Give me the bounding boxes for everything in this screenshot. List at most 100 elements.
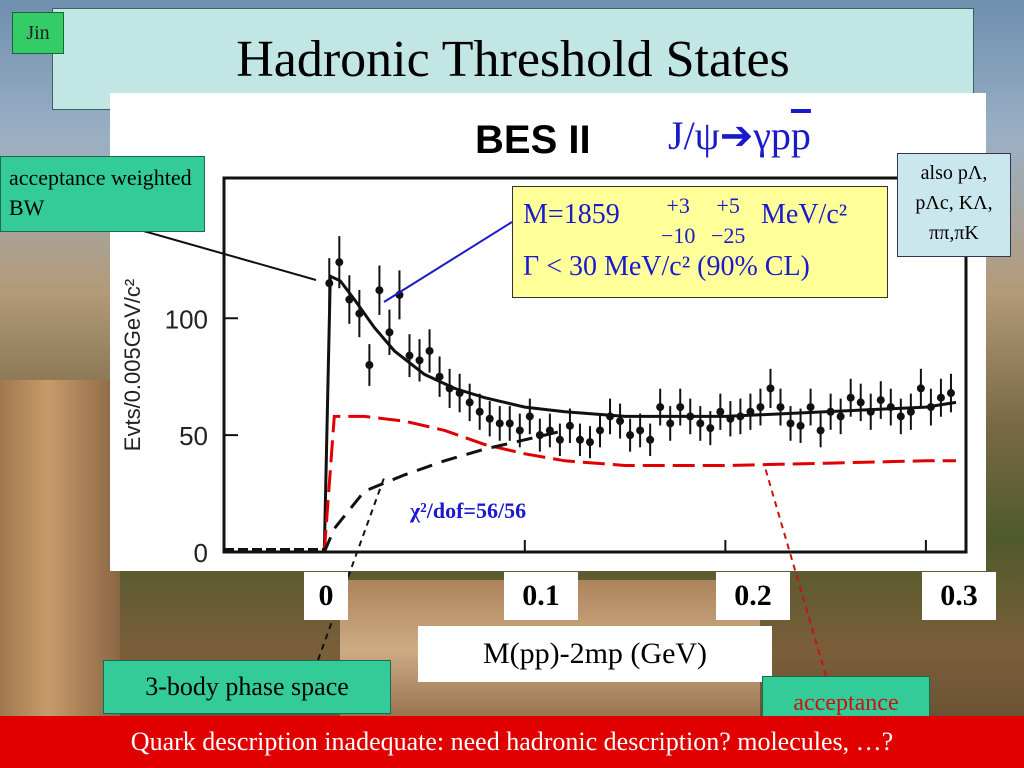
chart-axes: 0 50 100 Evts/0.005GeV/c² [120, 176, 968, 568]
mass-err-sys: +5 −25 [711, 191, 745, 251]
data-point [836, 412, 845, 421]
data-point [826, 407, 835, 416]
author-tag: Jin [12, 12, 64, 54]
data-point [385, 328, 394, 337]
data-point [846, 393, 855, 402]
data-point [515, 426, 524, 435]
data-point [525, 412, 534, 421]
data-point [806, 403, 815, 412]
data-point [505, 419, 514, 428]
plot-frame [222, 176, 968, 554]
data-point [405, 351, 414, 360]
x-tick-0.2: 0.2 [716, 572, 790, 620]
note-acceptance-weighted-bw: acceptance weighted BW [0, 156, 205, 232]
x-axis-label: M(pp)-2mp (GeV) [418, 626, 772, 682]
data-point [766, 384, 775, 393]
data-point [866, 407, 875, 416]
note-other-channels: also pΛ, pΛc, KΛ, ππ,πK [897, 153, 1011, 257]
data-point [636, 426, 645, 435]
x-tick-0.3: 0.3 [922, 572, 996, 620]
footer-banner: Quark description inadequate: need hadro… [0, 716, 1024, 768]
fit-result-box: M=1859 +3 −10 +5 −25 MeV/c² Γ < 30 MeV/c… [512, 186, 888, 298]
data-point [555, 435, 564, 444]
data-point [756, 403, 765, 412]
data-point [726, 414, 735, 423]
data-point [626, 431, 635, 440]
mass-err-stat: +3 −10 [661, 191, 695, 251]
data-point [375, 286, 384, 295]
data-point [445, 384, 454, 393]
data-point [656, 403, 665, 412]
data-point [565, 421, 574, 430]
data-point [736, 412, 745, 421]
curve-3-body-phase-space [322, 428, 566, 553]
data-point [946, 389, 955, 398]
chi2-label: χ²/dof=56/56 [410, 498, 527, 523]
data-point [896, 412, 905, 421]
note-also-line-3: ππ,πK [929, 222, 979, 244]
data-point [535, 431, 544, 440]
y-tick-label: 100 [165, 304, 208, 334]
mass-prefix: M=1859 [523, 199, 620, 230]
data-point [936, 393, 945, 402]
data-point [676, 403, 685, 412]
note-also-line-2: pΛc, KΛ, [915, 192, 993, 214]
data-point [415, 356, 424, 365]
arrow-fit [383, 221, 513, 303]
y-tick-label: 0 [194, 538, 208, 568]
data-point [746, 407, 755, 416]
note-acceptance: acceptance [762, 676, 930, 718]
mass-err-stat-up: +3 [666, 193, 690, 218]
data-point [706, 424, 715, 433]
data-point [495, 419, 504, 428]
data-point [796, 421, 805, 430]
y-tick-label: 50 [179, 421, 208, 451]
data-point [365, 361, 374, 369]
data-point [435, 372, 444, 381]
data-point [926, 403, 935, 412]
data-point [906, 407, 915, 416]
mass-unit: MeV/c² [761, 199, 848, 230]
data-point [545, 426, 554, 435]
chart-curves [224, 273, 957, 553]
reaction-suffix: γp [753, 113, 791, 158]
data-point [585, 438, 594, 447]
data-point [465, 398, 474, 407]
reaction-label: J/ψ➔γpp [668, 112, 811, 159]
data-point [475, 407, 484, 416]
data-point [345, 295, 354, 304]
data-point [696, 419, 705, 428]
arrow-acceptance [763, 463, 827, 677]
data-point [575, 435, 584, 444]
mass-err-sys-down: −25 [711, 223, 746, 248]
data-point [355, 309, 364, 318]
y-axis-label: Evts/0.005GeV/c² [120, 279, 145, 451]
data-point [425, 346, 434, 355]
background-wall [0, 380, 120, 720]
data-point [686, 412, 695, 421]
data-point [596, 426, 605, 435]
reaction-pbar: p [790, 113, 811, 158]
reaction-arrow: ➔ [719, 113, 754, 158]
note-phase-space: 3-body phase space [103, 660, 391, 714]
x-tick-0: 0 [304, 572, 348, 620]
data-point [485, 414, 494, 423]
data-point [325, 279, 334, 288]
mass-err-sys-up: +5 [716, 193, 740, 218]
data-point [455, 389, 464, 398]
plot-panel [110, 93, 986, 571]
data-point [856, 398, 865, 407]
mass-err-stat-down: −10 [661, 223, 696, 248]
curve-acceptance [322, 414, 956, 553]
width-limit: Γ < 30 MeV/c² (90% CL) [523, 251, 810, 282]
data-point [606, 412, 615, 421]
data-point [816, 426, 825, 435]
data-point [335, 258, 344, 267]
data-point [886, 403, 895, 412]
chart-points [325, 236, 955, 459]
data-point [666, 419, 675, 428]
data-point [786, 419, 795, 428]
data-point [876, 396, 885, 405]
data-point [616, 417, 625, 426]
annotation-arrows [139, 221, 827, 677]
